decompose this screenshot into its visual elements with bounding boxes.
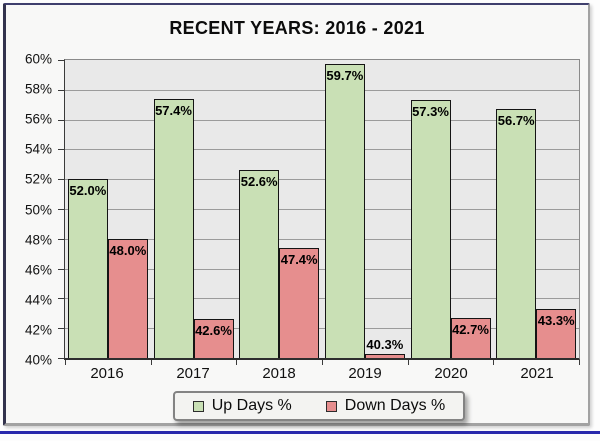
y-axis-tick [58,60,64,61]
x-axis-tick [65,360,66,365]
legend-item-down: Down Days % [325,397,446,415]
up-days-swatch-icon [192,400,204,412]
y-axis-tick [58,119,64,121]
bottom-divider-line [0,431,600,434]
y-axis-tick [58,268,64,270]
x-axis-label-2021: 2021 [520,365,554,382]
bar-up-2021: 56.7% [496,109,537,358]
y-axis-label: 46% [24,262,52,278]
gridline [65,209,579,210]
x-axis-tick [150,360,152,365]
legend: Up Days % Down Days % [173,391,465,421]
gridline [65,298,579,300]
x-axis-label-2017: 2017 [176,365,210,382]
y-axis-label: 48% [24,232,52,248]
bar-group-2019: 59.7% 40.3% [322,60,408,358]
bar-down-2017: 42.6% [193,319,234,358]
bar-down-2016: 48.0% [107,238,148,358]
y-axis-label: 60% [24,51,52,67]
y-axis: 60% 58% 56% 54% 52% 50% 48% 46% 44% 42% 40% [6,52,61,368]
y-axis-label: 54% [24,141,52,157]
gridline [65,268,579,270]
x-axis: 2016 2017 2018 2019 2020 2021 [64,363,580,385]
y-axis-label: 58% [24,81,52,97]
y-axis-tick [58,358,64,359]
bar-value-label: 57.3% [412,104,449,120]
x-axis-label-2016: 2016 [90,365,124,382]
chart-frame: RECENT YEARS: 2016 - 2021 60% 58% 56% 54% 52… [3,3,590,426]
gridline [65,238,579,240]
y-axis-tick [58,179,64,181]
bar-value-label: 56.7% [497,113,535,129]
legend-item-up: Up Days % [192,397,292,415]
bar-up-2020: 57.3% [410,100,451,358]
bar-value-label: 57.4% [155,102,192,118]
down-days-swatch-icon [325,400,337,412]
bar-value-label: 47.4% [280,251,318,267]
gridline [65,89,579,91]
y-axis-tick [58,328,64,330]
gridline [65,149,579,151]
bar-group-2016: 52.0% 48.0% [65,60,151,358]
bar-value-label: 52.0% [69,183,107,199]
bar-down-2021: 43.3% [536,308,577,358]
bar-up-2016: 52.0% [67,179,108,358]
x-axis-label-2018: 2018 [262,365,296,382]
x-axis-tick [236,360,238,365]
gridline [65,179,579,181]
x-axis-tick [322,360,323,365]
y-axis-tick [58,298,64,300]
y-axis-label: 50% [24,202,52,217]
y-axis-tick [58,149,64,151]
legend-label-up: Up Days % [211,397,292,414]
y-axis-label: 40% [24,352,52,368]
y-axis-tick [58,238,64,240]
bar-value-label: 40.3% [366,336,404,352]
y-axis-label: 56% [24,111,52,127]
chart-title: RECENT YEARS: 2016 - 2021 [169,18,425,38]
y-axis-label: 42% [24,322,52,338]
gridline [65,119,579,121]
bar-down-2020: 42.7% [450,317,491,358]
bar-group-2020: 57.3% 42.7% [408,60,494,358]
bar-up-2018: 52.6% [239,170,280,358]
bar-group-2017: 57.4% 42.6% [151,60,237,358]
y-axis-tick [58,89,64,91]
x-axis-label-2020: 2020 [434,365,468,382]
bar-up-2019: 59.7% [324,64,365,358]
bar-value-label: 43.3% [537,312,575,328]
bar-value-label: 59.7% [326,68,364,84]
bar-value-label: 48.0% [109,242,147,258]
bar-value-label: 42.6% [195,323,232,339]
legend-label-down: Down Days % [344,397,446,414]
bar-value-label: 42.7% [452,321,489,337]
bar-group-2018: 52.6% 47.4% [236,60,322,358]
x-axis-tick [493,360,495,365]
bar-down-2018: 47.4% [279,247,320,358]
bar-down-2019: 40.3% [364,337,405,358]
bar-group-2021: 56.7% 43.3% [493,60,579,358]
y-axis-label: 52% [24,171,52,187]
gridline [65,328,579,330]
y-axis-tick [58,209,64,210]
bar-value-label: 52.6% [240,174,278,190]
bar-up-2017: 57.4% [153,98,194,358]
y-axis-label: 44% [24,292,52,308]
x-axis-label-2019: 2019 [348,365,382,382]
x-axis-tick [407,360,409,365]
plot-area: 52.0% 48.0% 57.4% 42.6% 52.6% 47.4% 59.7% 40.3%… [58,59,580,365]
x-axis-tick [579,360,580,365]
